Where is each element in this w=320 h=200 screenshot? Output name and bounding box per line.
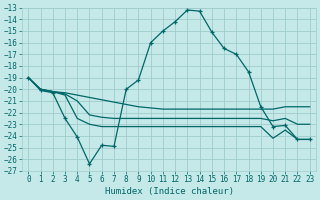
X-axis label: Humidex (Indice chaleur): Humidex (Indice chaleur) [105,187,234,196]
